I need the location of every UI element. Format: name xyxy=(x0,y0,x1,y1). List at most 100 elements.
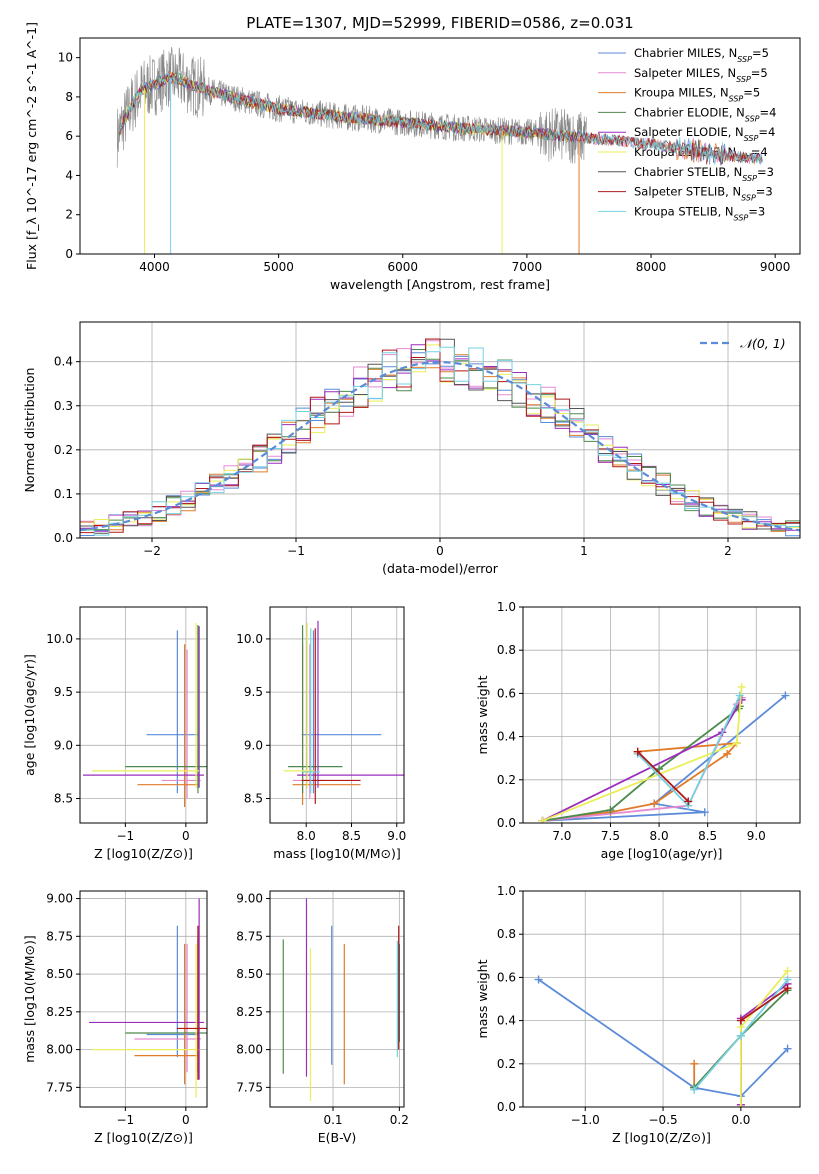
y-tick-label: 0 xyxy=(65,247,73,261)
weight-marker-chabrier_miles xyxy=(534,975,543,984)
plot-area xyxy=(116,47,763,254)
legend-label: Chabrier MILES, NSSP=5 xyxy=(634,46,769,64)
x-axis-label: mass [log10(M/M⊙)] xyxy=(273,846,401,861)
weight-line-salpeter_stelib xyxy=(740,987,789,1022)
y-tick-label: 7.75 xyxy=(236,1080,263,1094)
y-axis-label: Normed distribution xyxy=(22,368,37,493)
axes-frame xyxy=(522,606,801,824)
x-tick-label: −1 xyxy=(117,1113,135,1127)
x-tick-label: 8.0 xyxy=(650,829,669,843)
x-tick-label: 8.5 xyxy=(342,829,361,843)
x-tick-label: 7.5 xyxy=(601,829,620,843)
y-axis-label: age [log10(age/yr)] xyxy=(22,654,37,776)
y-axis-label: Flux [f_λ 10^-17 erg cm^-2 s^-1 A^-1] xyxy=(24,22,39,270)
y-tick-label: 1.0 xyxy=(497,600,516,614)
x-tick-label: 1 xyxy=(580,544,588,558)
x-tick-label: 0 xyxy=(182,829,190,843)
x-tick-label: −0.5 xyxy=(648,1113,677,1127)
y-tick-label: 8.00 xyxy=(236,1043,263,1057)
y-tick-label: 0.4 xyxy=(54,355,73,369)
model-spectrum-chabrier_stelib xyxy=(119,73,763,165)
plot-area xyxy=(270,607,404,823)
plot-area xyxy=(523,607,800,823)
legend-label: Salpeter STELIB, NSSP=3 xyxy=(634,185,773,203)
y-tick-label: 9.5 xyxy=(244,685,263,699)
weight-marker-kroupa_miles xyxy=(690,1059,699,1068)
y-tick-label: 0.6 xyxy=(497,686,516,700)
weight-marker-salpeter_stelib xyxy=(633,747,642,756)
x-tick-label: 0.0 xyxy=(731,1113,750,1127)
y-tick-label: 0.0 xyxy=(54,531,73,545)
plot-area xyxy=(523,891,800,1107)
x-tick-label: 7.0 xyxy=(552,829,571,843)
x-tick-label: −2 xyxy=(143,544,161,558)
x-axis-label: (data-model)/error xyxy=(382,561,499,576)
y-tick-label: 0.8 xyxy=(497,643,516,657)
x-tick-label: 2 xyxy=(724,544,732,558)
weight-marker-chabrier_elodie xyxy=(606,806,615,815)
x-tick-label: 6000 xyxy=(387,260,418,274)
plot-area xyxy=(80,891,207,1107)
y-tick-label: 0.4 xyxy=(497,1014,516,1028)
y-tick-label: 10.0 xyxy=(46,632,73,646)
y-tick-label: 0.4 xyxy=(497,730,516,744)
x-tick-label: 8.5 xyxy=(698,829,717,843)
model-spectrum-kroupa_stelib xyxy=(119,72,763,165)
y-tick-label: 0.0 xyxy=(497,1100,516,1114)
weight-marker-salpeter_stelib xyxy=(684,797,693,806)
x-tick-label: 9.0 xyxy=(387,829,406,843)
weight-marker-salpeter_stelib xyxy=(736,1016,745,1025)
axes-frame xyxy=(269,890,405,1108)
panel-weight_vs_Z: −1.0 −0.5 0.0 0.0 0.2 0.4 0.6 0.8 1.0 Z [log10(Z/… xyxy=(475,884,801,1145)
weight-marker-chabrier_miles xyxy=(781,691,790,700)
y-tick-label: 0.0 xyxy=(497,816,516,830)
plot-area xyxy=(80,607,207,823)
weight-line-kroupa_elodie xyxy=(740,970,789,1107)
x-tick-label: 9.0 xyxy=(747,829,766,843)
panel-age_vs_mass: 8.0 8.5 9.0 8.5 9.0 9.5 10.0 mass [log10(M/M⊙)] xyxy=(236,606,406,861)
weight-marker-chabrier_miles xyxy=(783,1044,792,1053)
y-tick-label: 7.75 xyxy=(46,1080,73,1094)
y-tick-label: 1.0 xyxy=(497,884,516,898)
y-tick-label: 6 xyxy=(65,129,73,143)
y-tick-label: 8.5 xyxy=(54,792,73,806)
legend-label: Salpeter MILES, NSSP=5 xyxy=(634,66,768,84)
weight-line-salpeter_elodie xyxy=(740,983,789,1105)
spectrum-legend: Chabrier MILES, NSSP=5 Salpeter MILES, NS… xyxy=(598,46,776,222)
axes-frame xyxy=(79,321,801,539)
legend-label: Kroupa STELIB, NSSP=3 xyxy=(634,204,765,222)
y-tick-label: 0.3 xyxy=(54,399,73,413)
y-tick-label: 10.0 xyxy=(236,632,263,646)
x-tick-label: −1 xyxy=(117,829,135,843)
y-tick-label: 0.1 xyxy=(54,487,73,501)
observed-spectrum xyxy=(116,47,587,168)
x-axis-label: E(B-V) xyxy=(318,1130,357,1145)
y-tick-label: 8.25 xyxy=(46,1005,73,1019)
weight-marker-kroupa_miles xyxy=(723,749,732,758)
legend-label-normal: 𝒩(0, 1) xyxy=(740,336,786,351)
y-tick-label: 0.6 xyxy=(497,970,516,984)
y-tick-label: 8.50 xyxy=(46,967,73,981)
residual-hist-salpeter_stelib xyxy=(80,338,800,534)
weight-line-salpeter_stelib xyxy=(637,751,689,803)
figure-title: PLATE=1307, MJD=52999, FIBERID=0586, z=0… xyxy=(246,14,633,32)
x-tick-label: −1.0 xyxy=(571,1113,600,1127)
weight-marker-kroupa_miles xyxy=(650,799,659,808)
weight-marker-kroupa_stelib xyxy=(783,975,792,984)
residual-hist-kroupa_stelib xyxy=(80,346,800,536)
axes-frame xyxy=(79,606,208,824)
x-axis-label: Z [log10(Z/Z⊙)] xyxy=(94,846,193,861)
legend-label: Kroupa MILES, NSSP=5 xyxy=(634,86,760,104)
panel-weight_vs_age: 7.0 7.5 8.0 8.5 9.0 0.0 0.2 0.4 0.6 0.8 1.0 age [lo… xyxy=(475,600,801,861)
panel-age_vs_Z: −1 0 8.5 9.0 9.5 10.0 Z [log10(Z/Z⊙)] age [log1… xyxy=(22,606,208,861)
weight-line-kroupa_miles xyxy=(542,742,739,822)
x-tick-label: 0.2 xyxy=(390,1113,409,1127)
y-tick-label: 9.5 xyxy=(54,685,73,699)
weight-marker-kroupa_stelib xyxy=(690,1085,699,1094)
y-axis-label: mass [log10(M/M⊙)] xyxy=(22,935,37,1063)
axes-frame xyxy=(79,37,801,255)
y-tick-label: 0.2 xyxy=(497,1057,516,1071)
y-tick-label: 4 xyxy=(65,168,73,182)
weight-marker-kroupa_stelib xyxy=(735,691,744,700)
